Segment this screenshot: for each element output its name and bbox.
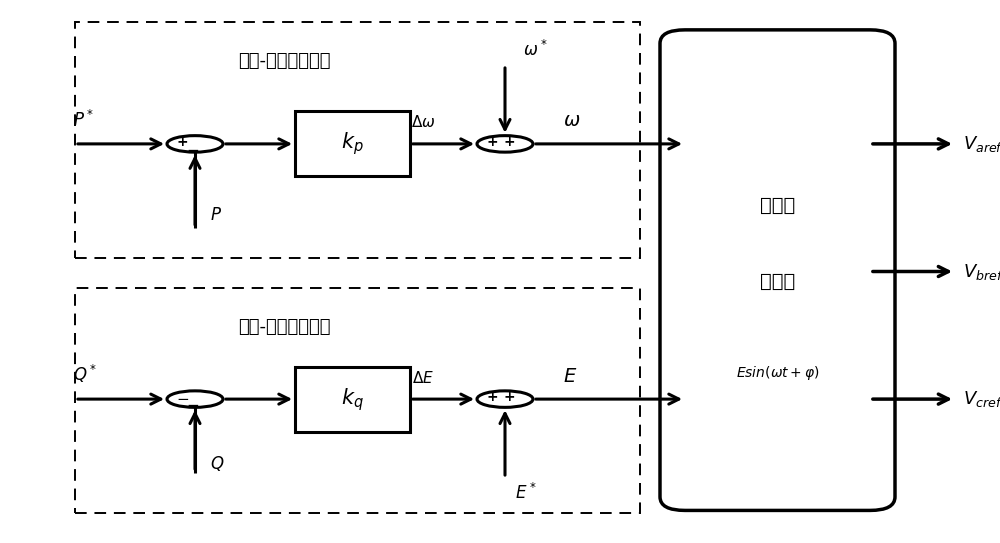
Text: $Q^*$: $Q^*$ xyxy=(73,363,97,386)
FancyBboxPatch shape xyxy=(295,367,410,432)
Text: $P^*$: $P^*$ xyxy=(73,110,94,130)
Bar xyxy=(75,22,640,258)
Text: +: + xyxy=(503,390,515,404)
Text: $\Delta\omega$: $\Delta\omega$ xyxy=(411,115,436,130)
Text: 考电压: 考电压 xyxy=(760,272,795,291)
Text: $V_{bref}$: $V_{bref}$ xyxy=(963,262,1000,281)
Text: $-$: $-$ xyxy=(186,141,199,156)
Text: +: + xyxy=(487,135,498,149)
Text: $E^*$: $E^*$ xyxy=(515,483,536,503)
Text: $k_q$: $k_q$ xyxy=(341,386,364,413)
Text: $P$: $P$ xyxy=(210,206,222,224)
Text: $\Delta E$: $\Delta E$ xyxy=(412,370,435,386)
Text: $V_{aref}$: $V_{aref}$ xyxy=(963,134,1000,154)
Bar xyxy=(75,288,640,513)
Text: $Esin(\omega t+\varphi)$: $Esin(\omega t+\varphi)$ xyxy=(736,364,819,382)
Text: +: + xyxy=(177,135,188,149)
FancyBboxPatch shape xyxy=(295,111,410,176)
Text: 形成参: 形成参 xyxy=(760,195,795,214)
Text: $E$: $E$ xyxy=(563,367,577,386)
Text: $\omega$: $\omega$ xyxy=(563,111,580,130)
Text: $V_{cref}$: $V_{cref}$ xyxy=(963,389,1000,409)
Text: +: + xyxy=(503,135,515,149)
Text: $-$: $-$ xyxy=(186,396,199,411)
Text: +: + xyxy=(487,390,498,404)
Text: $Q$: $Q$ xyxy=(210,453,224,472)
Text: $-$: $-$ xyxy=(176,389,189,405)
Text: $k_p$: $k_p$ xyxy=(341,130,364,157)
Text: 有功-频率下垂控制: 有功-频率下垂控制 xyxy=(238,52,330,70)
Text: 无功-电压下垂控制: 无功-电压下垂控制 xyxy=(238,318,330,336)
Text: $\omega^*$: $\omega^*$ xyxy=(523,40,548,60)
